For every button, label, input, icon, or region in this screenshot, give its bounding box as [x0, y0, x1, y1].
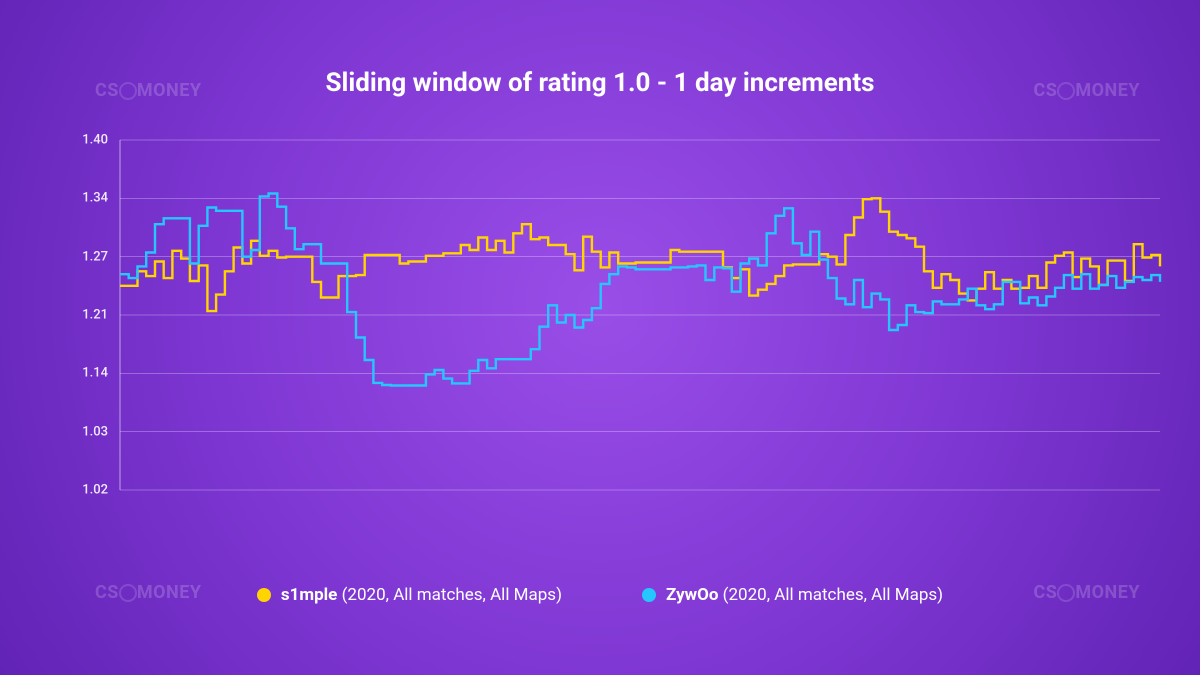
chart-plot-area: 1.021.031.141.211.271.341.40	[120, 140, 1160, 490]
chart-svg	[120, 140, 1160, 490]
legend: s1mple (2020, All matches, All Maps) Zyw…	[0, 585, 1200, 605]
y-tick-label: 1.27	[60, 249, 108, 264]
legend-sub-zywoo: (2020, All matches, All Maps)	[718, 585, 943, 605]
legend-sub-s1mple: (2020, All matches, All Maps)	[337, 585, 562, 605]
y-tick-label: 1.03	[60, 424, 108, 439]
legend-swatch-s1mple	[257, 588, 271, 602]
series-zywoo	[120, 194, 1160, 386]
y-tick-label: 1.34	[60, 191, 108, 206]
series-s1mple	[120, 198, 1160, 311]
y-tick-label: 1.02	[60, 483, 108, 498]
legend-name-zywoo: ZywOo	[666, 585, 718, 605]
chart-title: Sliding window of rating 1.0 - 1 day inc…	[0, 68, 1200, 98]
y-tick-label: 1.14	[60, 366, 108, 381]
y-tick-label: 1.40	[60, 133, 108, 148]
legend-swatch-zywoo	[642, 588, 656, 602]
chart-canvas: CSMONEY CSMONEY CSMONEY CSMONEY Sliding …	[0, 0, 1200, 675]
legend-name-s1mple: s1mple	[281, 585, 337, 605]
y-tick-label: 1.21	[60, 308, 108, 323]
legend-item-s1mple: s1mple (2020, All matches, All Maps)	[257, 585, 562, 605]
legend-item-zywoo: ZywOo (2020, All matches, All Maps)	[642, 585, 943, 605]
